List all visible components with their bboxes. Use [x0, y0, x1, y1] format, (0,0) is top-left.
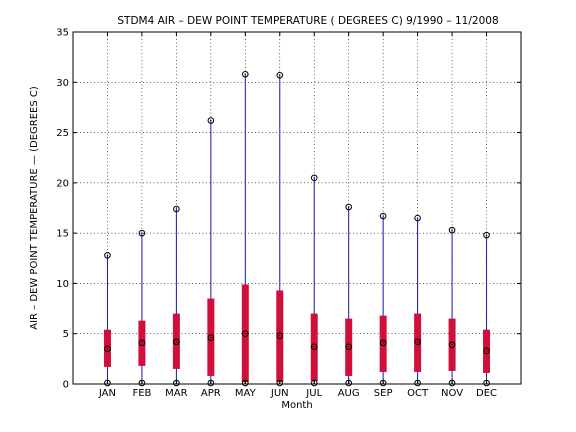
- median-marker-dot: [382, 342, 384, 344]
- median-marker: [104, 345, 111, 353]
- x-tick-label: MAR: [165, 388, 187, 399]
- median-marker-dot: [141, 342, 143, 344]
- chart-title: STDM4 AIR – DEW POINT TEMPERATURE ( DEGR…: [117, 15, 498, 27]
- y-tick-label: 25: [56, 128, 69, 139]
- max-marker-dot: [106, 254, 109, 256]
- median-marker-dot: [416, 341, 419, 343]
- median-marker: [276, 332, 284, 340]
- max-marker-dot: [279, 74, 281, 76]
- box-series: [103, 70, 491, 387]
- max-marker-dot: [313, 177, 315, 179]
- y-axis-ticks: 0 5 10 15 20 25 30 35: [56, 28, 521, 391]
- median-marker: [448, 341, 456, 349]
- x-tick-label: AUG: [338, 388, 360, 399]
- y-tick-label: 30: [56, 78, 69, 89]
- x-tick-label: OCT: [407, 388, 429, 399]
- max-marker: [483, 231, 490, 239]
- max-marker: [207, 117, 215, 124]
- median-marker-dot: [485, 350, 488, 352]
- x-tick-label: DEC: [476, 388, 497, 399]
- y-axis-label: AIR – DEW POINT TEMPERATURE — (DEGREES C…: [29, 86, 40, 330]
- x-axis-label: Month: [281, 400, 312, 411]
- x-tick-label: JAN: [98, 388, 116, 399]
- median-marker-dot: [106, 348, 109, 350]
- x-tick-label: FEB: [132, 388, 151, 399]
- plot-frame: [72, 31, 522, 385]
- max-marker: [345, 203, 352, 211]
- x-tick-label: APR: [201, 388, 221, 399]
- median-marker-dot: [210, 337, 212, 339]
- max-marker-dot: [347, 206, 350, 208]
- median-marker: [483, 347, 490, 355]
- median-marker-dot: [175, 341, 178, 343]
- median-marker-dot: [313, 346, 315, 348]
- max-marker-dot: [485, 234, 488, 236]
- x-tick-label: MAY: [235, 388, 257, 399]
- y-tick-label: 5: [63, 329, 69, 340]
- y-tick-label: 10: [56, 279, 69, 290]
- median-marker-dot: [451, 344, 453, 346]
- median-marker: [207, 334, 215, 342]
- max-marker: [310, 174, 318, 182]
- y-tick-label: 15: [56, 229, 69, 240]
- max-marker-dot: [244, 73, 247, 75]
- x-tick-label: SEP: [374, 388, 393, 399]
- box-iqr: [379, 315, 387, 372]
- box-iqr: [414, 313, 422, 372]
- median-marker: [242, 330, 249, 338]
- x-axis-ticks: JAN FEB MAR APR MAY JUN JUL AUG SEP OCT NOV DEC: [98, 32, 497, 399]
- median-marker-dot: [347, 346, 350, 348]
- y-tick-label: 20: [56, 178, 69, 189]
- y-tick-label: 35: [56, 28, 69, 39]
- max-marker: [276, 71, 284, 79]
- max-marker-dot: [416, 217, 419, 219]
- max-marker: [414, 214, 421, 222]
- median-marker: [379, 339, 387, 347]
- max-marker-dot: [382, 215, 384, 217]
- x-tick-label: JUN: [270, 388, 289, 399]
- median-marker: [345, 343, 352, 351]
- median-marker-dot: [279, 335, 281, 337]
- max-marker-dot: [141, 232, 143, 234]
- max-marker: [448, 226, 456, 234]
- max-marker-dot: [175, 208, 178, 210]
- max-marker: [173, 205, 180, 213]
- median-marker: [414, 338, 421, 346]
- max-marker: [104, 251, 111, 259]
- max-marker: [242, 70, 249, 78]
- max-marker-dot: [451, 229, 453, 231]
- y-tick-label: 0: [63, 380, 69, 391]
- median-marker-dot: [244, 333, 247, 335]
- max-marker-dot: [210, 119, 212, 122]
- x-tick-label: NOV: [441, 388, 463, 399]
- median-marker: [173, 338, 180, 346]
- median-marker: [138, 339, 146, 347]
- median-marker: [310, 343, 318, 351]
- x-tick-label: JUL: [305, 388, 322, 399]
- max-marker: [138, 229, 146, 237]
- max-marker: [379, 212, 387, 220]
